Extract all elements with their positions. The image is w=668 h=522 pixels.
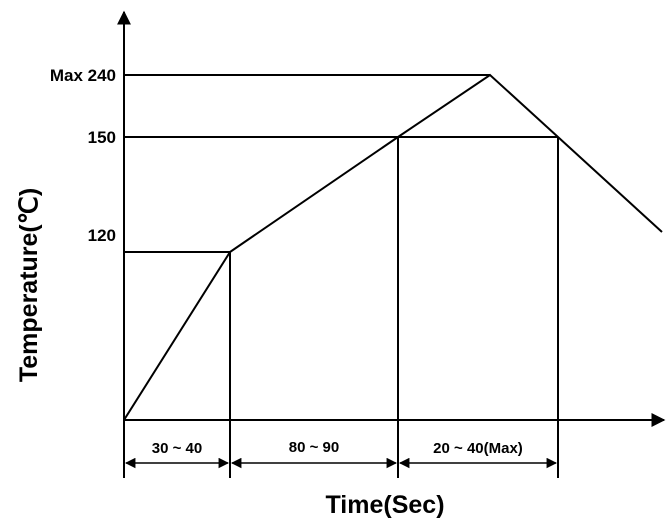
y-tick-label-120: 120 — [88, 226, 116, 245]
span-label-3: 20 ~ 40(Max) — [433, 440, 523, 457]
y-tick-label-240: Max 240 — [50, 66, 116, 85]
y-tick-label-150: 150 — [88, 128, 116, 147]
span-label-1: 30 ~ 40 — [152, 440, 202, 457]
span-label-2: 80 ~ 90 — [289, 439, 339, 456]
y-axis-title: Temperature(℃) — [15, 188, 43, 382]
x-axis-title: Time(Sec) — [325, 491, 444, 519]
temperature-profile-line — [123, 73, 663, 421]
